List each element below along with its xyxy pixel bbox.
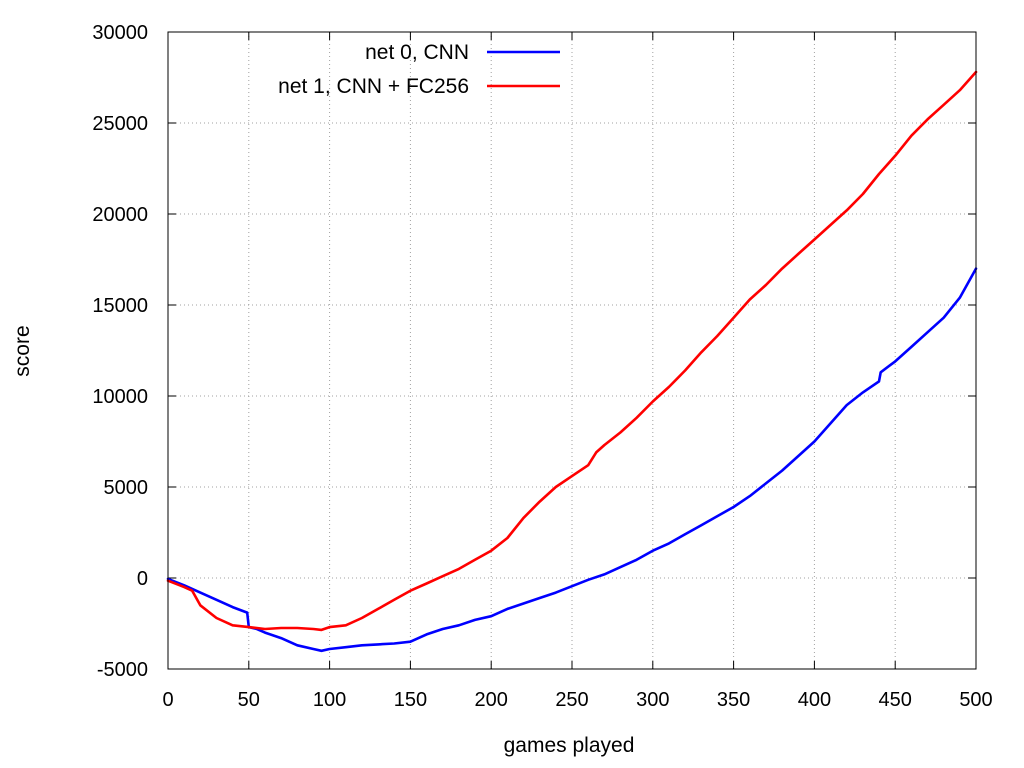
y-axis-label: score — [11, 325, 34, 376]
series-line-0 — [166, 267, 978, 653]
x-tick-label: 450 — [879, 689, 912, 711]
x-tick-label: 150 — [394, 689, 427, 711]
series-group — [166, 70, 978, 653]
x-tick-label: 50 — [238, 689, 260, 711]
y-tick-label: 0 — [137, 568, 148, 590]
x-tick-label: 0 — [162, 689, 173, 711]
x-axis-label: games played — [504, 734, 635, 757]
y-tick-label: 5000 — [104, 477, 149, 499]
y-tick-label: -5000 — [97, 659, 148, 681]
legend: net 0, CNN net 1, CNN + FC256 — [278, 41, 560, 98]
x-tick-label: 350 — [717, 689, 750, 711]
y-tick-label: 20000 — [92, 204, 148, 226]
grid — [168, 32, 976, 669]
legend-label-1: net 1, CNN + FC256 — [278, 75, 469, 98]
x-tick-label: 200 — [475, 689, 508, 711]
legend-label-0: net 0, CNN — [365, 41, 469, 64]
x-tick-label: 250 — [555, 689, 588, 711]
y-tick-label: 10000 — [92, 386, 148, 408]
plot-frame — [167, 31, 977, 670]
x-axis: 0 50 100 150 200 250 300 350 400 450 500 — [162, 32, 993, 711]
x-tick-label: 400 — [798, 689, 831, 711]
x-tick-label: 100 — [313, 689, 346, 711]
series-line-1 — [166, 70, 978, 632]
y-tick-label: 25000 — [92, 113, 148, 135]
y-tick-label: 30000 — [92, 22, 148, 44]
x-tick-label: 300 — [636, 689, 669, 711]
x-tick-label: 500 — [959, 689, 992, 711]
y-tick-label: 15000 — [92, 295, 148, 317]
y-axis: -5000 0 5000 10000 15000 20000 25000 30000 — [92, 22, 976, 681]
